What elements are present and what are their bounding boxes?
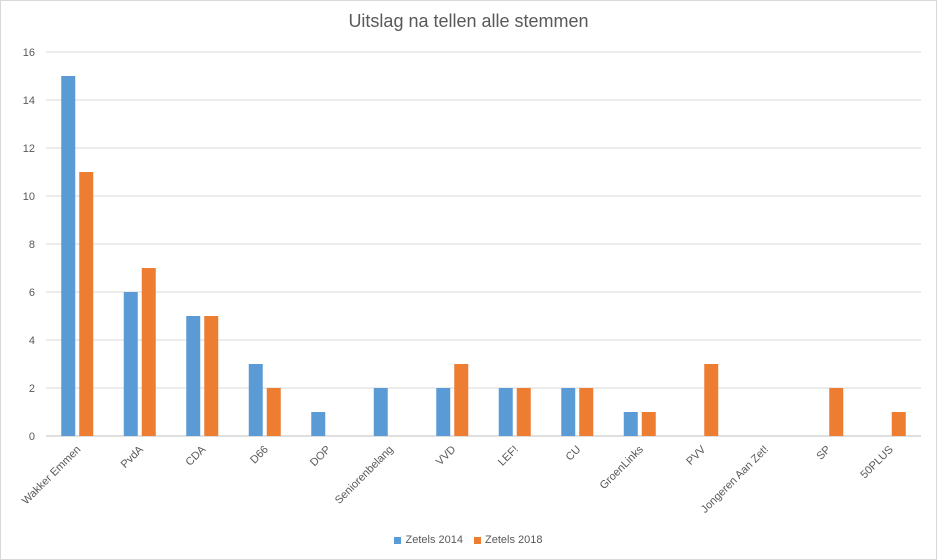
x-tick-label-8: CU (564, 444, 584, 464)
x-axis-ticks: Wakker Emmen PvdA CDA D66 DOP Seniorenbelang V… (20, 443, 896, 516)
x-tick-label-9: GroenLinks (598, 443, 647, 492)
x-tick-label-13: 50PLUS (858, 444, 895, 481)
bar-8-1 (579, 388, 594, 436)
y-tick-label-8: 8 (29, 239, 35, 251)
legend: Zetels 2014 Zetels 2018 (0, 534, 937, 547)
legend-swatch-2014 (394, 536, 402, 544)
bar-10-1 (704, 364, 719, 436)
bar-9-0 (623, 412, 638, 436)
x-tick-label-2: CDA (183, 443, 208, 468)
x-tick-label-10: PVV (684, 443, 709, 468)
y-axis-ticks: 0 2 4 6 8 10 12 14 16 (23, 47, 35, 443)
bar-7-1 (516, 388, 531, 436)
y-tick-label-16: 16 (23, 47, 35, 59)
x-tick-label-5: Seniorenbelang (333, 444, 396, 507)
legend-label-2018: Zetels 2018 (485, 534, 543, 546)
bar-6-1 (454, 364, 469, 436)
bar-1-0 (123, 292, 138, 436)
x-tick-label-0: Wakker Emmen (20, 444, 84, 508)
bar-12-1 (829, 388, 844, 436)
y-tick-label-12: 12 (23, 143, 35, 155)
bar-5-0 (373, 388, 388, 436)
x-tick-label-3: D66 (248, 444, 271, 467)
y-tick-label-14: 14 (23, 95, 35, 107)
bars (61, 76, 906, 436)
bar-9-1 (641, 412, 656, 436)
bar-2-1 (204, 316, 219, 436)
bar-3-1 (266, 388, 281, 436)
legend-item-2018: Zetels 2018 (474, 534, 543, 546)
bar-8-0 (561, 388, 576, 436)
bar-1-1 (141, 268, 156, 436)
legend-swatch-2018 (474, 536, 482, 544)
bar-0-1 (79, 172, 94, 436)
x-tick-label-6: VVD (434, 444, 459, 469)
chart-title: Uitslag na tellen alle stemmen (348, 11, 589, 31)
y-tick-label-6: 6 (29, 287, 35, 299)
bar-4-0 (311, 412, 326, 436)
bar-3-0 (248, 364, 263, 436)
legend-item-2014: Zetels 2014 (394, 534, 463, 546)
bar-6-0 (436, 388, 451, 436)
bar-7-0 (498, 388, 513, 436)
bar-0-0 (61, 76, 76, 436)
x-tick-label-7: LEF! (496, 444, 521, 469)
y-tick-label-10: 10 (23, 191, 35, 203)
y-tick-label-0: 0 (29, 431, 35, 443)
x-tick-label-11: Jongeren Aan Zet! (699, 444, 771, 516)
legend-label-2014: Zetels 2014 (405, 534, 463, 546)
gridlines (46, 51, 921, 437)
bar-2-0 (186, 316, 201, 436)
x-tick-label-1: PvdA (119, 443, 147, 471)
y-tick-label-2: 2 (29, 383, 35, 395)
y-tick-label-4: 4 (29, 335, 35, 347)
bar-13-1 (891, 412, 906, 436)
x-tick-label-12: SP (815, 444, 834, 463)
x-tick-label-4: DOP (308, 444, 333, 469)
